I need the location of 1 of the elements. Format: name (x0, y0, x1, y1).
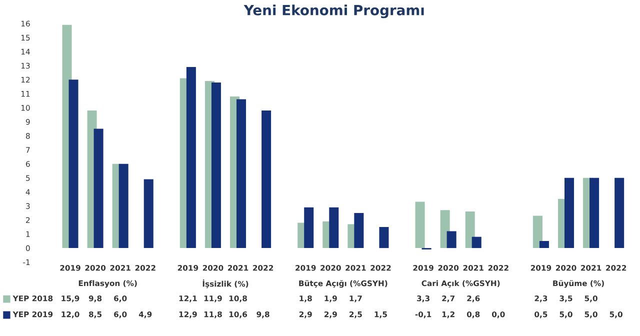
chart-title: Yeni Ekonomi Programı (244, 4, 424, 18)
